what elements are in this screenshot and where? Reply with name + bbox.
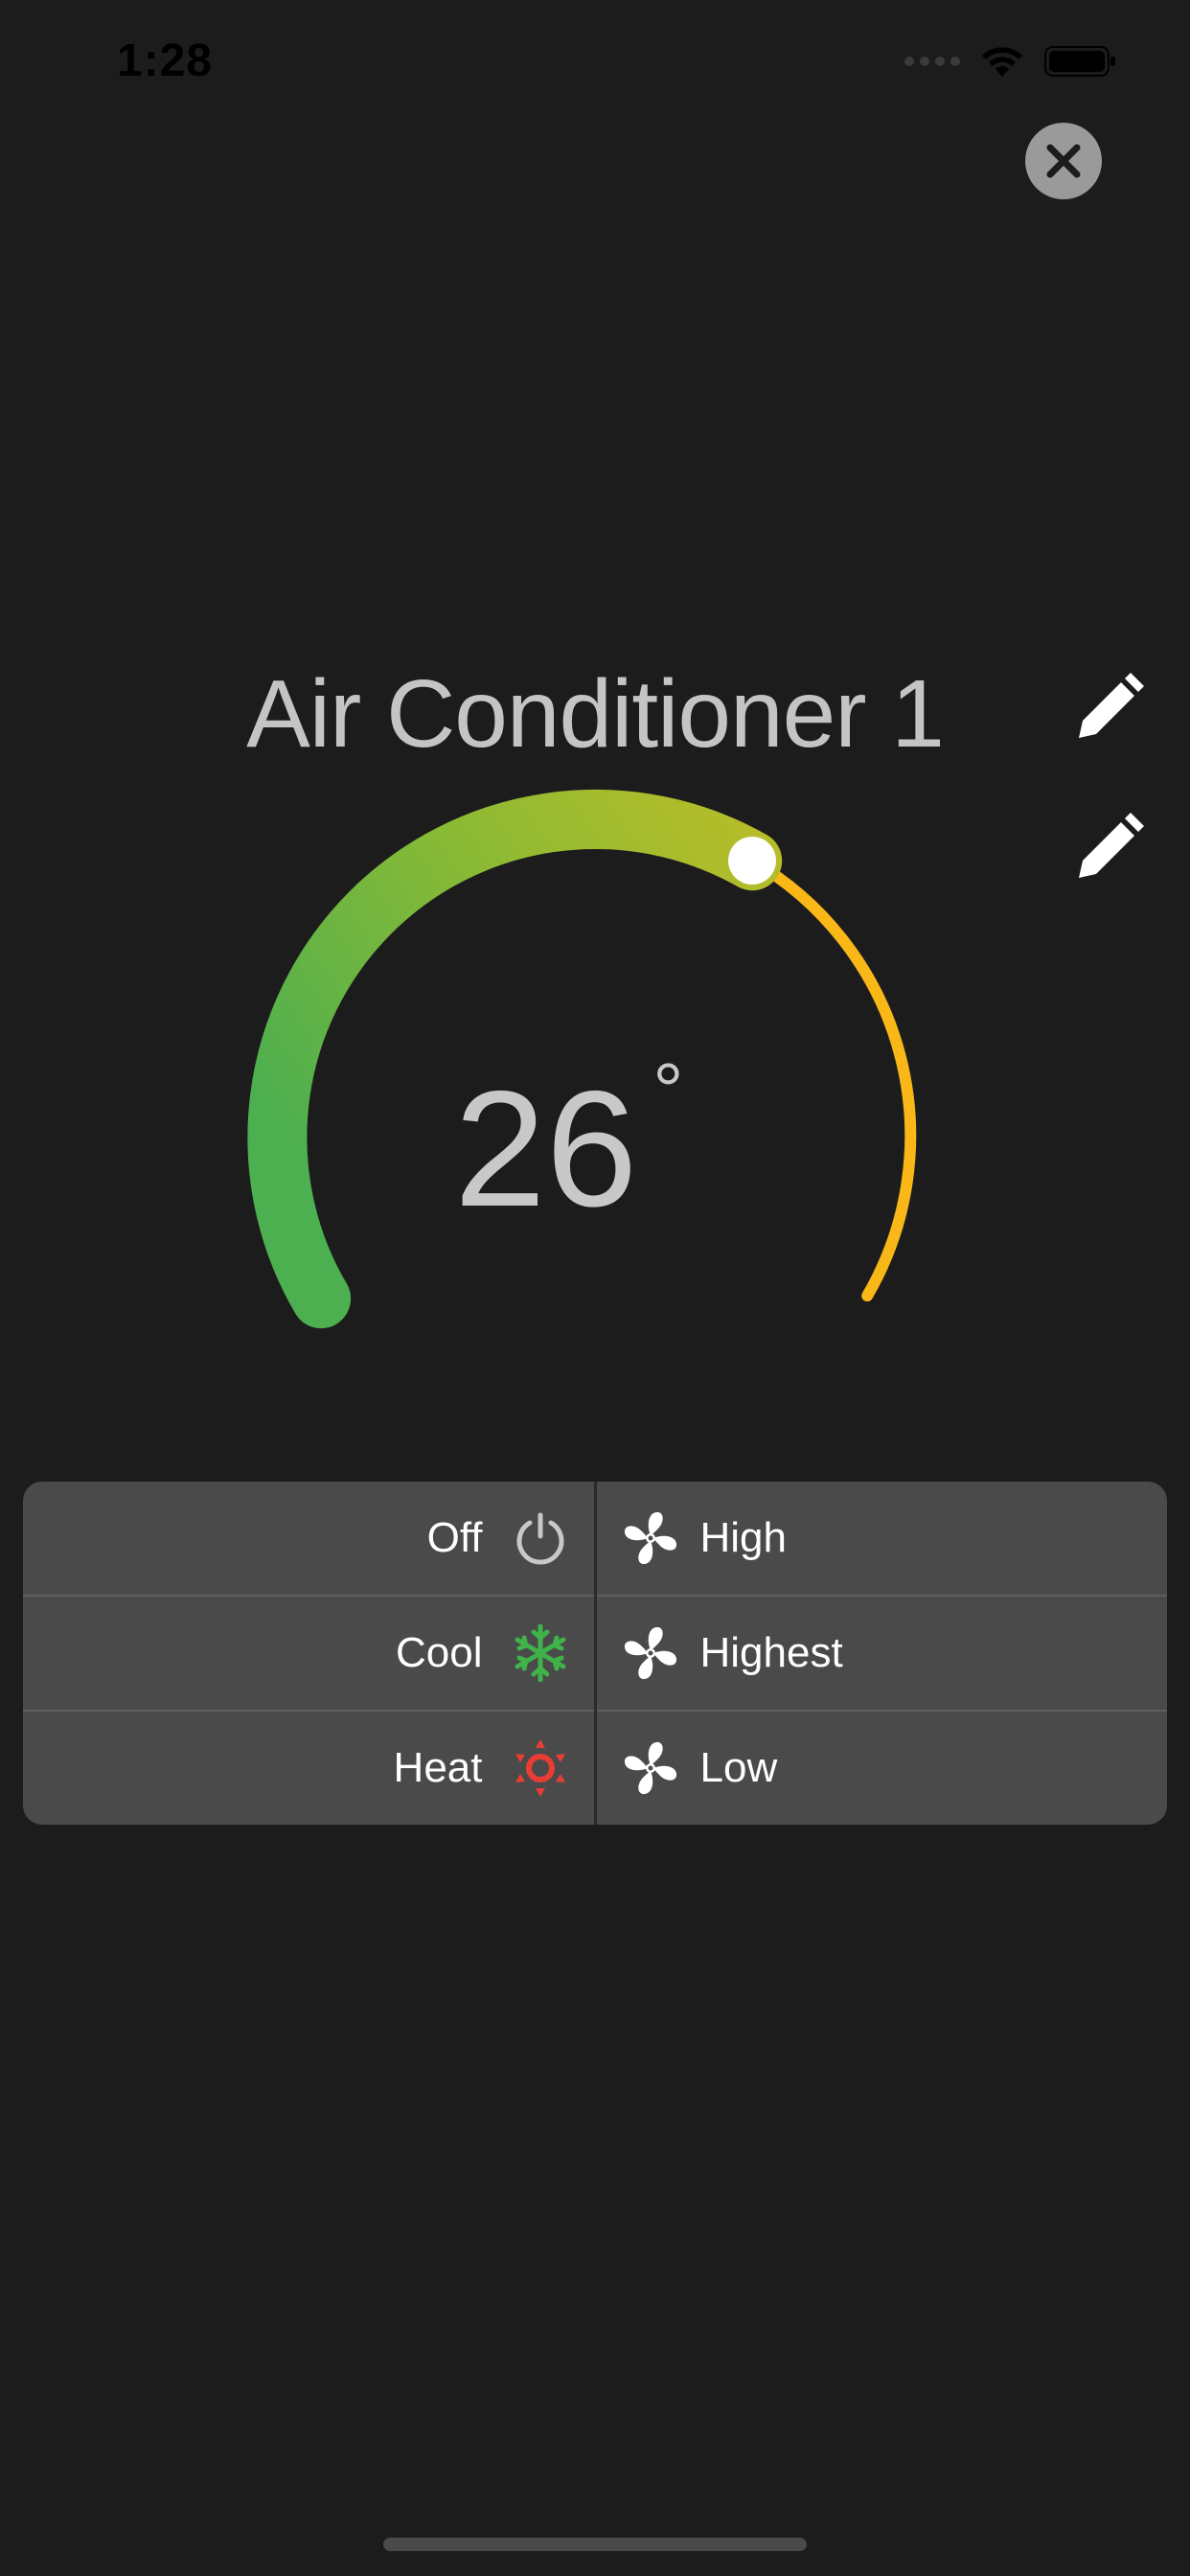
mode-label: Cool [396, 1629, 483, 1676]
sun-icon [510, 1737, 571, 1799]
battery-icon [1044, 46, 1115, 77]
close-button[interactable] [1025, 123, 1102, 199]
mode-label: Heat [393, 1744, 483, 1791]
mode-cool-option[interactable]: Cool [23, 1597, 594, 1712]
temperature-dial[interactable] [0, 767, 1190, 1361]
power-icon [510, 1507, 571, 1569]
home-indicator[interactable] [383, 2538, 807, 2551]
snowflake-icon [510, 1622, 571, 1684]
fan-speed-label: High [699, 1514, 788, 1561]
mode-label: Off [426, 1514, 483, 1561]
signal-icon [904, 57, 960, 66]
status-time: 1:28 [117, 35, 214, 86]
device-title: Air Conditioner 1 [246, 660, 945, 768]
fan-low-option[interactable]: Low [597, 1712, 1168, 1825]
fan-icon [620, 1507, 681, 1569]
fan-high-option[interactable]: High [596, 1482, 1167, 1597]
mode-off-option[interactable]: Off [23, 1482, 594, 1597]
fan-speed-label: Highest [699, 1629, 843, 1676]
fan-highest-option[interactable]: Highest [596, 1597, 1167, 1712]
dial-track [746, 855, 917, 1302]
wifi-icon [982, 47, 1022, 77]
close-icon [1046, 144, 1081, 178]
edit-device-button[interactable] [1071, 813, 1144, 886]
fan-icon [620, 1737, 681, 1799]
control-panel: Off Cool [23, 1482, 1167, 1825]
mode-heat-option[interactable]: Heat [23, 1712, 594, 1825]
pencil-icon [1079, 813, 1144, 878]
fan-icon [620, 1622, 681, 1684]
temperature-value: 26 [454, 1057, 638, 1241]
dial-progress [247, 790, 783, 1329]
temperature-unit: ° [652, 1047, 684, 1133]
mode-column: Off Cool [23, 1482, 597, 1825]
fan-speed-label: Low [699, 1744, 778, 1791]
status-icons [904, 44, 1117, 79]
dial-knob[interactable] [728, 837, 776, 885]
fan-speed-column: High Highest [596, 1482, 1168, 1825]
temperature-readout: 26 ° [454, 1047, 683, 1244]
edit-name-button[interactable] [1071, 673, 1144, 746]
pencil-icon [1079, 673, 1144, 738]
